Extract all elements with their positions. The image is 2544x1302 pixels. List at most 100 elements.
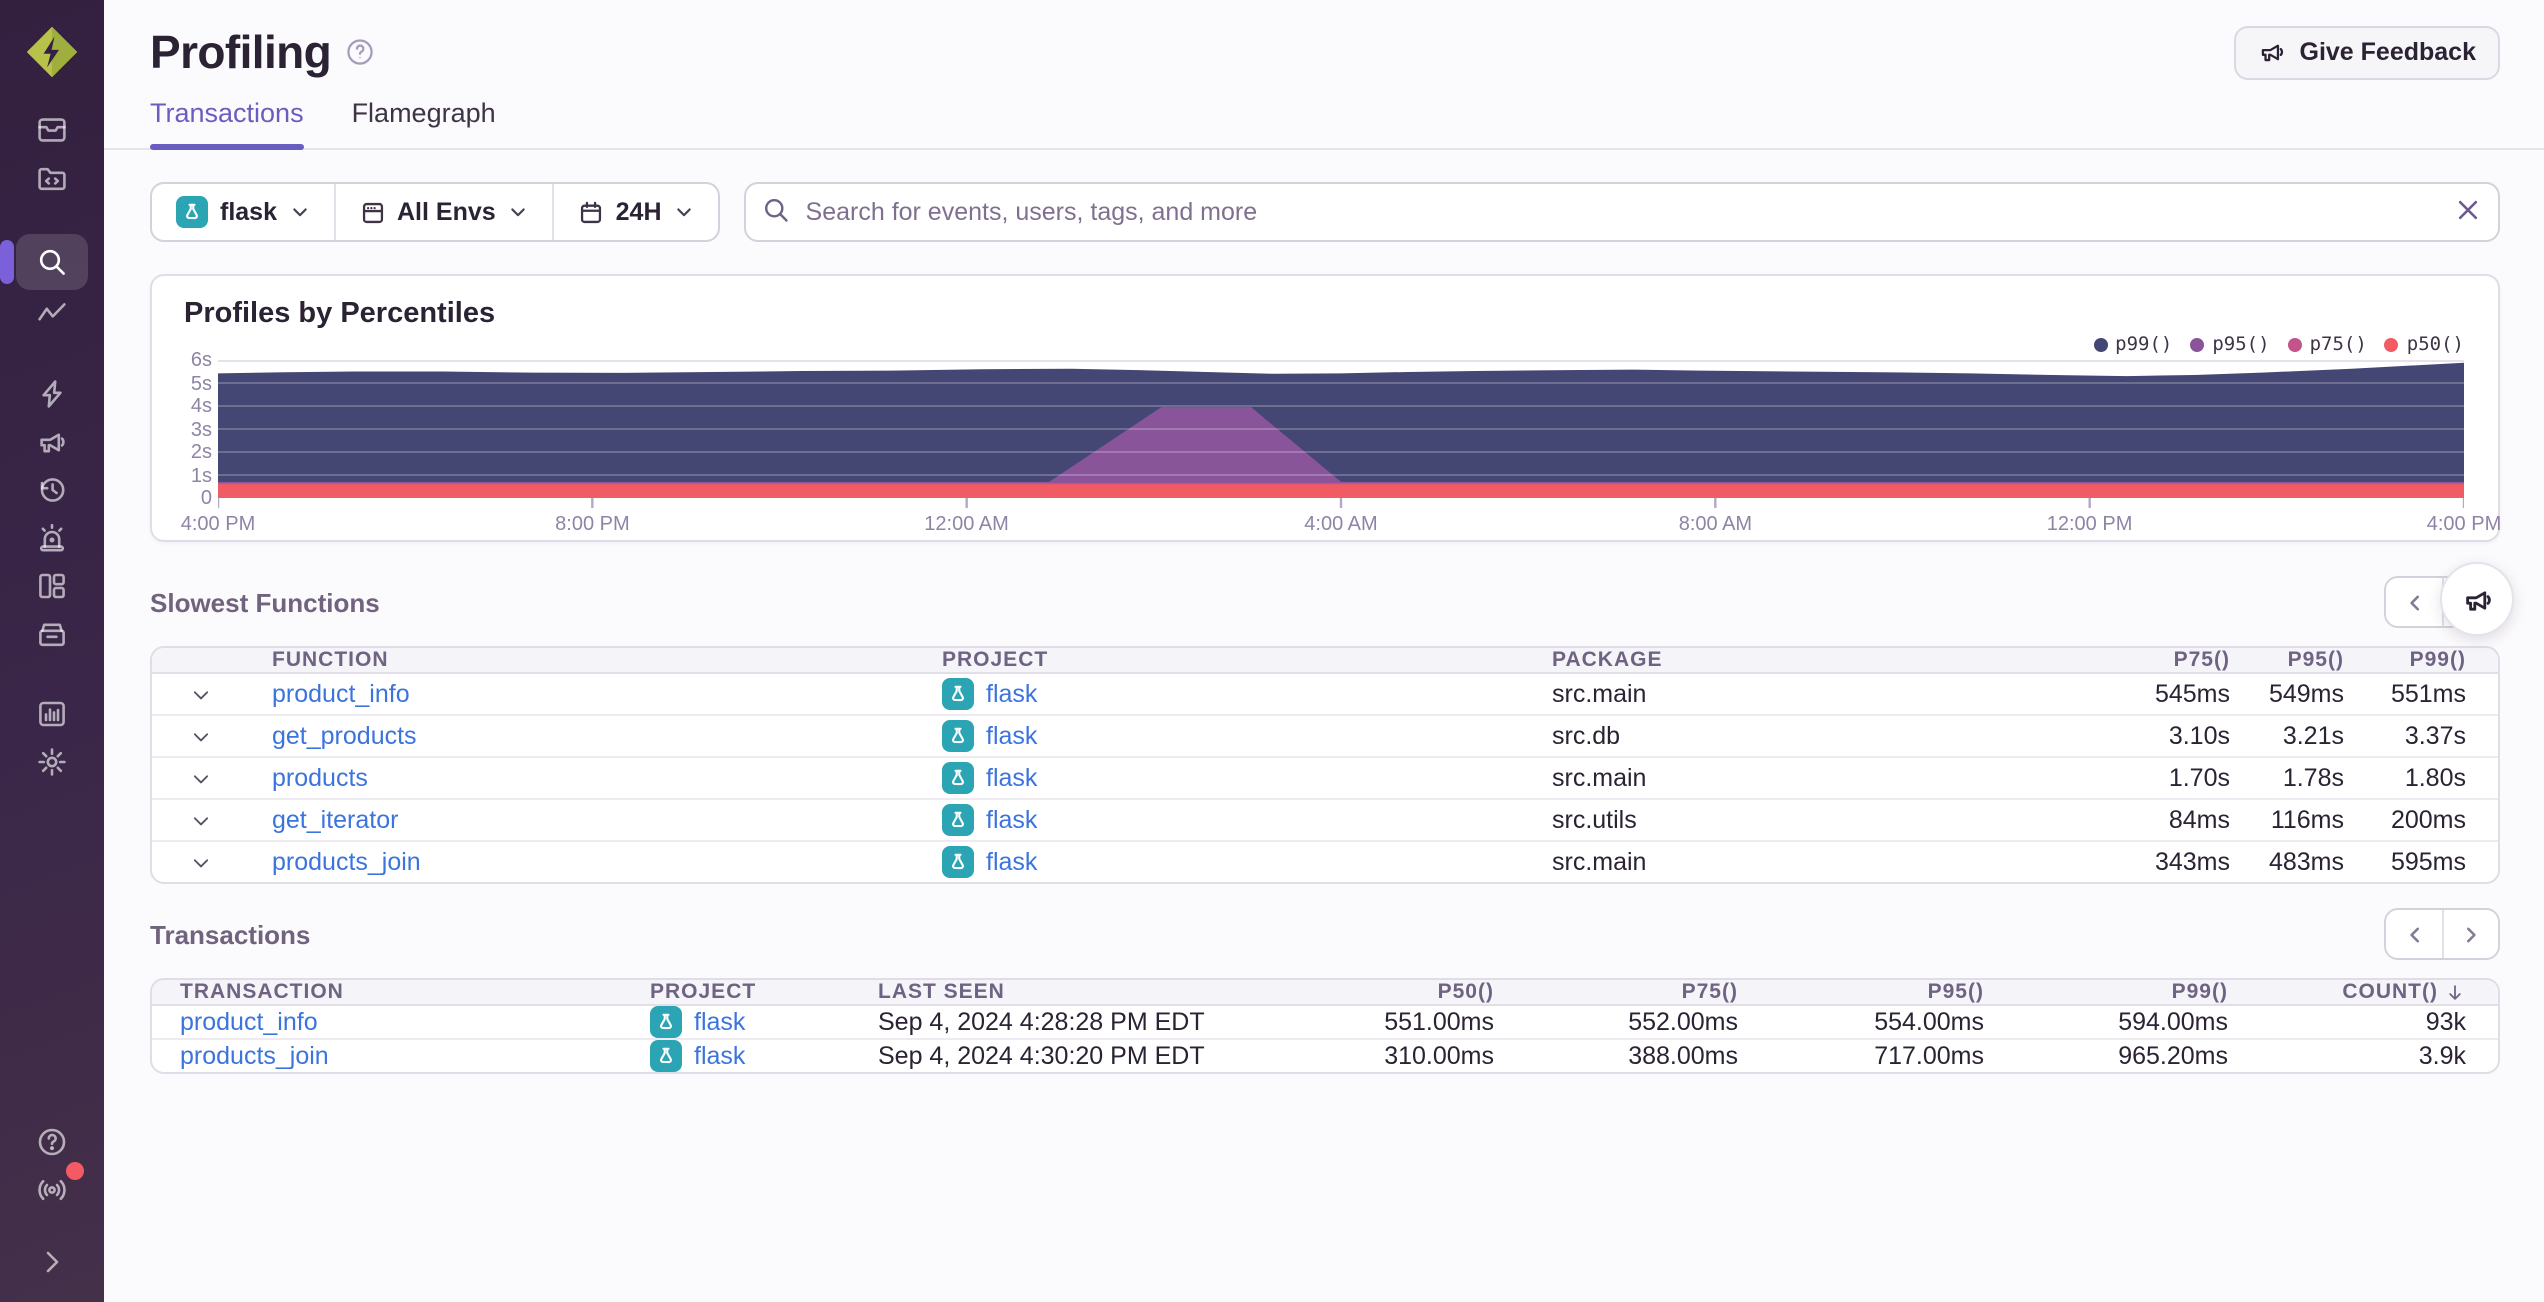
- date-range-filter[interactable]: 24H: [551, 184, 718, 240]
- sidebar-item-releases[interactable]: [16, 466, 88, 514]
- function-link[interactable]: get_iterator: [272, 806, 399, 834]
- sidebar-item-issues[interactable]: [16, 106, 88, 154]
- gear-icon: [36, 746, 68, 778]
- table-row: products_join flask src.main 343ms 483ms 595m…: [152, 840, 2498, 882]
- project-filter[interactable]: flask: [152, 184, 333, 240]
- tab-bar: Transactions Flamegraph: [104, 98, 2544, 150]
- sidebar-item-whats-new[interactable]: [16, 1162, 88, 1214]
- sidebar-item-stats[interactable]: [16, 690, 88, 738]
- function-link[interactable]: get_products: [272, 722, 417, 750]
- percentiles-area-chart[interactable]: [218, 360, 2464, 508]
- sentry-logo-icon[interactable]: [22, 22, 82, 82]
- table-header-row: FUNCTION PROJECT PACKAGE P75() P95() P99(): [152, 648, 2498, 674]
- expand-row-button[interactable]: [180, 842, 220, 882]
- flask-project-icon: [176, 196, 208, 228]
- chevron-right-icon: [36, 1246, 68, 1278]
- sidebar-item-search[interactable]: [0, 234, 88, 290]
- archive-box-icon: [36, 618, 68, 650]
- sidebar-item-quick-start[interactable]: [16, 370, 88, 418]
- tab-transactions[interactable]: Transactions: [150, 98, 304, 150]
- column-header-p99[interactable]: P99(): [2409, 648, 2466, 672]
- transactions-title: Transactions: [150, 919, 311, 949]
- project-link[interactable]: flask: [694, 1042, 746, 1070]
- page-filter-group: flask All Envs 24H: [150, 182, 720, 242]
- history-clock-icon: [36, 474, 68, 506]
- notification-dot: [66, 1162, 84, 1180]
- sidebar-item-alerts[interactable]: [16, 514, 88, 562]
- legend-item[interactable]: p95(): [2190, 334, 2270, 356]
- help-question-icon[interactable]: [345, 38, 373, 66]
- legend-label: p50(): [2406, 334, 2464, 356]
- expand-row-button[interactable]: [180, 758, 220, 798]
- legend-item[interactable]: p99(): [2093, 334, 2172, 356]
- chart-legend: p99() p95() p75() p50(): [2093, 334, 2464, 356]
- column-header-function[interactable]: FUNCTION: [272, 648, 389, 672]
- sidebar-item-collapse[interactable]: [16, 1238, 88, 1286]
- sidebar-item-archive[interactable]: [16, 610, 88, 658]
- tab-flamegraph[interactable]: Flamegraph: [351, 98, 496, 128]
- active-item-indicator: [0, 240, 14, 284]
- environment-filter[interactable]: All Envs: [333, 184, 552, 240]
- sidebar-item-dashboards[interactable]: [16, 562, 88, 610]
- legend-dot: [2093, 338, 2108, 352]
- column-header-p99[interactable]: P99(): [2171, 980, 2228, 1004]
- column-header-p75[interactable]: P75(): [1681, 980, 1738, 1004]
- function-link[interactable]: products_join: [272, 848, 421, 876]
- sidebar-nav: [0, 106, 104, 786]
- previous-page-button[interactable]: [2386, 910, 2442, 958]
- p95-cell: 549ms: [2268, 680, 2344, 708]
- y-tick-label: 6s: [190, 350, 212, 372]
- flask-project-icon: [650, 1040, 682, 1072]
- column-header-package[interactable]: PACKAGE: [1552, 648, 1663, 672]
- column-header-p75[interactable]: P75(): [2173, 648, 2230, 672]
- project-link[interactable]: flask: [986, 680, 1038, 708]
- bar-chart-icon: [36, 698, 68, 730]
- project-link[interactable]: flask: [986, 722, 1038, 750]
- column-header-p50[interactable]: P50(): [1437, 980, 1494, 1004]
- sidebar-item-feedback[interactable]: [16, 418, 88, 466]
- search-input[interactable]: [743, 182, 2500, 242]
- p75-cell: 343ms: [2154, 848, 2230, 876]
- column-header-count[interactable]: COUNT(): [2228, 980, 2466, 1004]
- sidebar-item-insights[interactable]: [16, 290, 88, 338]
- function-link[interactable]: products: [272, 764, 368, 792]
- flask-project-icon: [942, 720, 974, 752]
- p95-cell: 483ms: [2268, 848, 2344, 876]
- legend-item[interactable]: p50(): [2384, 334, 2464, 356]
- chevron-down-icon: [676, 208, 691, 217]
- function-link[interactable]: product_info: [272, 680, 410, 708]
- p75-cell: 388.00ms: [1628, 1042, 1738, 1070]
- expand-row-button[interactable]: [180, 800, 220, 840]
- legend-item[interactable]: p75(): [2287, 334, 2367, 356]
- project-link[interactable]: flask: [986, 806, 1038, 834]
- sidebar: [0, 0, 104, 1302]
- calendar-icon: [580, 200, 601, 223]
- expand-row-button[interactable]: [180, 674, 220, 714]
- column-header-project[interactable]: PROJECT: [650, 980, 757, 1004]
- column-header-p95[interactable]: P95(): [1927, 980, 1984, 1004]
- table-row: get_products flask src.db 3.10s 3.21s 3.37s: [152, 714, 2498, 756]
- clear-search-icon[interactable]: [2454, 196, 2482, 224]
- y-tick-label: 2s: [190, 442, 212, 464]
- column-header-lastseen[interactable]: LAST SEEN: [878, 980, 1005, 1004]
- expand-row-button[interactable]: [180, 716, 220, 756]
- x-tick-label: 4:00 PM: [180, 514, 256, 536]
- transaction-link[interactable]: products_join: [180, 1042, 329, 1070]
- sidebar-item-explore[interactable]: [16, 154, 88, 202]
- give-feedback-button[interactable]: Give Feedback: [2233, 25, 2500, 79]
- column-header-project[interactable]: PROJECT: [942, 648, 1049, 672]
- floating-feedback-button[interactable]: [2440, 562, 2514, 636]
- column-header-transaction[interactable]: TRANSACTION: [180, 980, 344, 1004]
- sidebar-item-help[interactable]: [16, 1118, 88, 1166]
- column-header-p95[interactable]: P95(): [2287, 648, 2344, 672]
- project-link[interactable]: flask: [986, 848, 1038, 876]
- p95-cell: 3.21s: [2282, 722, 2344, 750]
- project-link[interactable]: flask: [694, 1008, 746, 1036]
- p95-cell: 1.78s: [2282, 764, 2344, 792]
- next-page-button[interactable]: [2442, 910, 2498, 958]
- project-link[interactable]: flask: [986, 764, 1038, 792]
- sidebar-item-settings[interactable]: [16, 738, 88, 786]
- previous-page-button[interactable]: [2386, 578, 2442, 626]
- transaction-link[interactable]: product_info: [180, 1008, 318, 1036]
